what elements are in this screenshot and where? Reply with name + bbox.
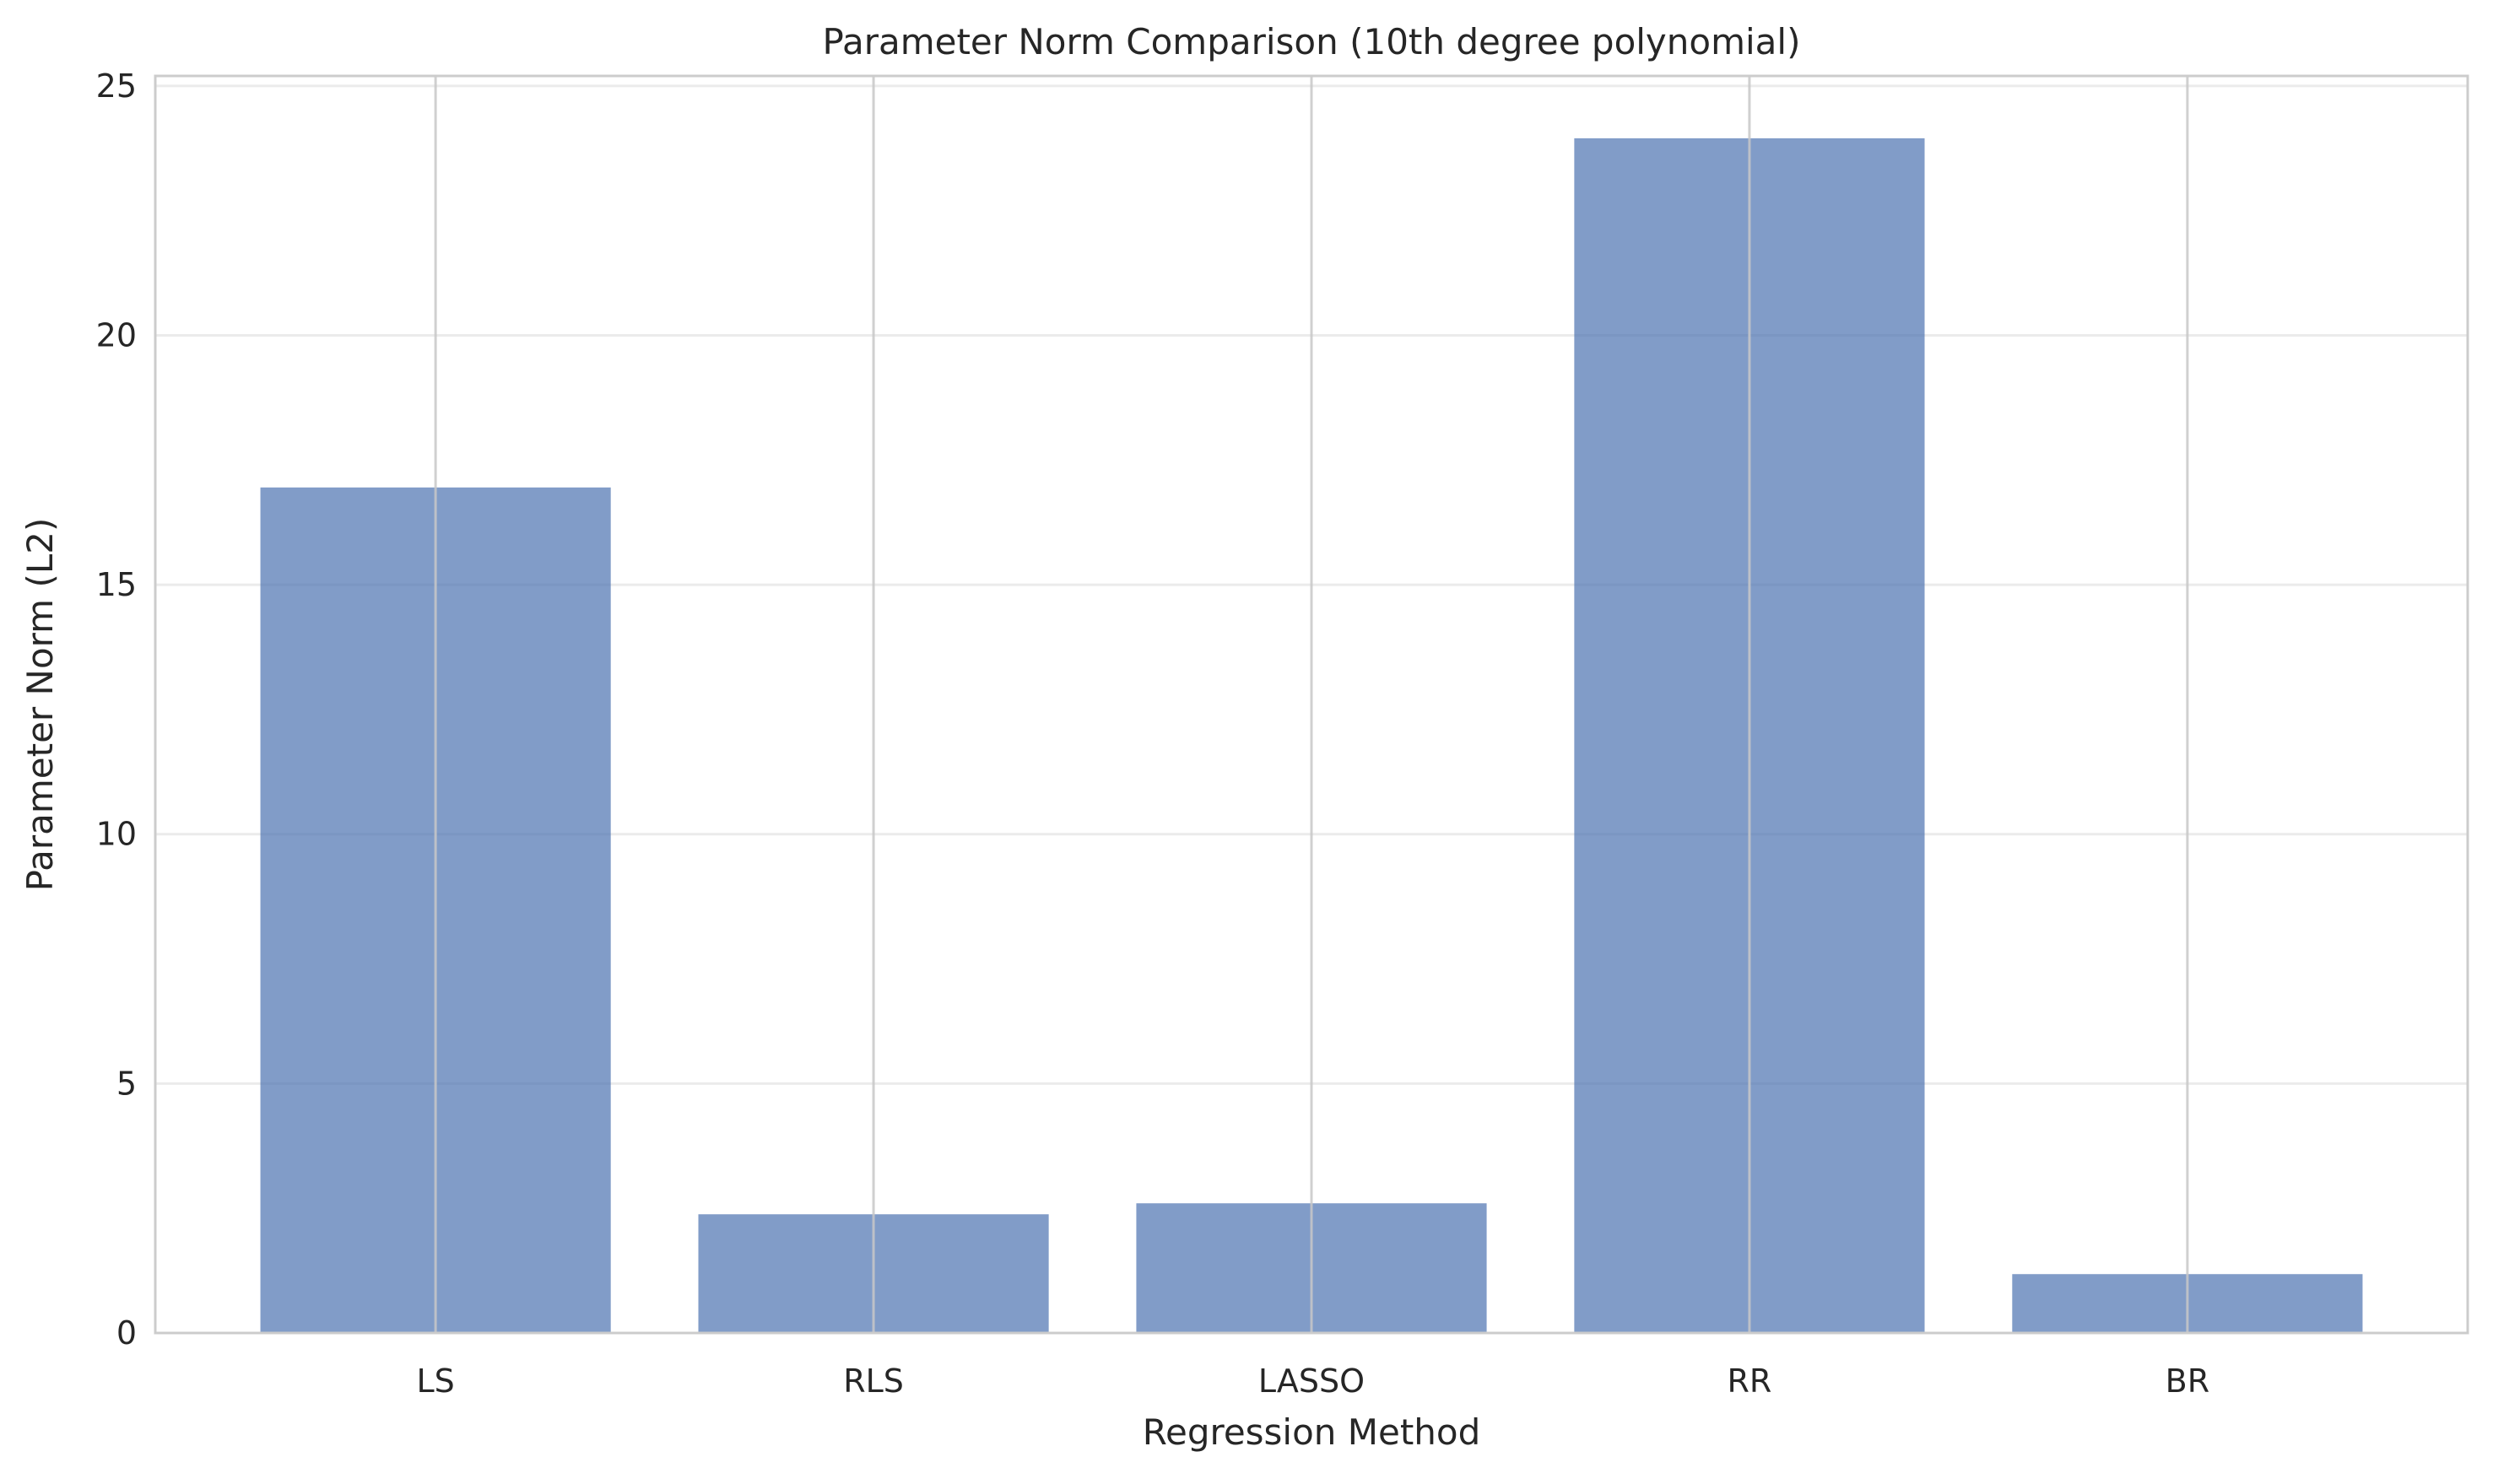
x-tick-label-lasso: LASSO: [1258, 1363, 1365, 1400]
x-grid-lines: [434, 76, 2189, 1333]
x-tick-label-rr: RR: [1728, 1363, 1772, 1400]
chart-title: Parameter Norm Comparison (10th degree p…: [823, 21, 1801, 62]
x-tick-label-br: BR: [2166, 1363, 2209, 1400]
y-tick-labels: 0 5 10 15 20 25: [96, 67, 137, 1352]
x-tick-label-rls: RLS: [843, 1363, 904, 1400]
y-tick-label-3: 15: [96, 566, 137, 603]
y-tick-label-1: 5: [116, 1065, 137, 1102]
x-tick-labels: LS RLS LASSO RR BR: [416, 1363, 2209, 1400]
y-axis-label: Parameter Norm (L2): [19, 518, 61, 892]
y-tick-label-5: 25: [96, 67, 137, 105]
y-tick-label-0: 0: [116, 1314, 137, 1352]
y-tick-label-4: 20: [96, 316, 137, 353]
plot-frame: [154, 74, 2469, 1335]
x-axis-label: Regression Method: [1143, 1411, 1481, 1453]
x-tick-label-ls: LS: [416, 1363, 454, 1400]
y-tick-label-2: 10: [96, 816, 137, 853]
